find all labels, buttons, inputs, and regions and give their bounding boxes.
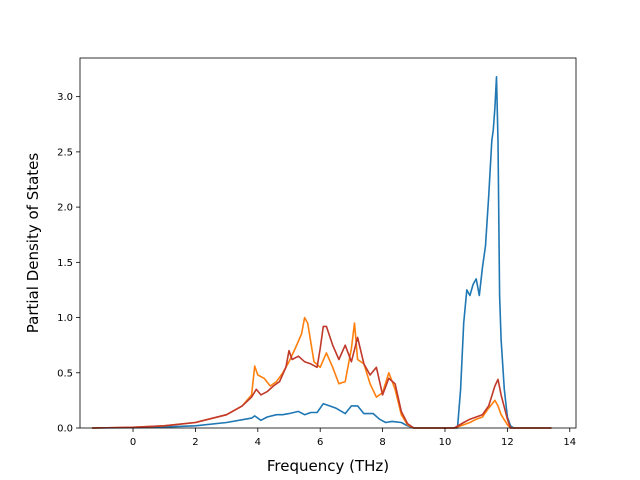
x-axis: 0 2 4 6 8 10 12 14 xyxy=(130,428,576,448)
series-line-3 xyxy=(91,325,552,429)
series-line-1 xyxy=(91,76,552,429)
series-layer xyxy=(91,76,552,429)
x-tick-label: 0 xyxy=(130,437,136,448)
x-tick-label: 10 xyxy=(439,437,452,448)
y-axis-label: Partial Density of States xyxy=(24,153,42,334)
series-line-2 xyxy=(91,316,552,429)
y-axis: 0.0 0.5 1.0 1.5 2.0 2.5 3.0 xyxy=(57,92,80,435)
x-tick-label: 2 xyxy=(192,437,198,448)
x-tick-label: 14 xyxy=(563,437,576,448)
x-tick-label: 8 xyxy=(379,437,385,448)
axes-frame xyxy=(79,57,577,429)
y-tick-label: 0.5 xyxy=(57,368,73,379)
x-axis-label: Frequency (THz) xyxy=(267,457,389,475)
y-tick-label: 0.0 xyxy=(57,424,73,435)
x-tick-label: 12 xyxy=(501,437,514,448)
y-tick-label: 1.5 xyxy=(57,258,73,269)
y-tick-label: 1.0 xyxy=(57,313,73,324)
x-tick-label: 6 xyxy=(317,437,323,448)
x-tick-label: 4 xyxy=(255,437,261,448)
y-tick-label: 3.0 xyxy=(57,92,73,103)
y-tick-label: 2.5 xyxy=(57,147,73,158)
y-tick-label: 2.0 xyxy=(57,203,73,214)
